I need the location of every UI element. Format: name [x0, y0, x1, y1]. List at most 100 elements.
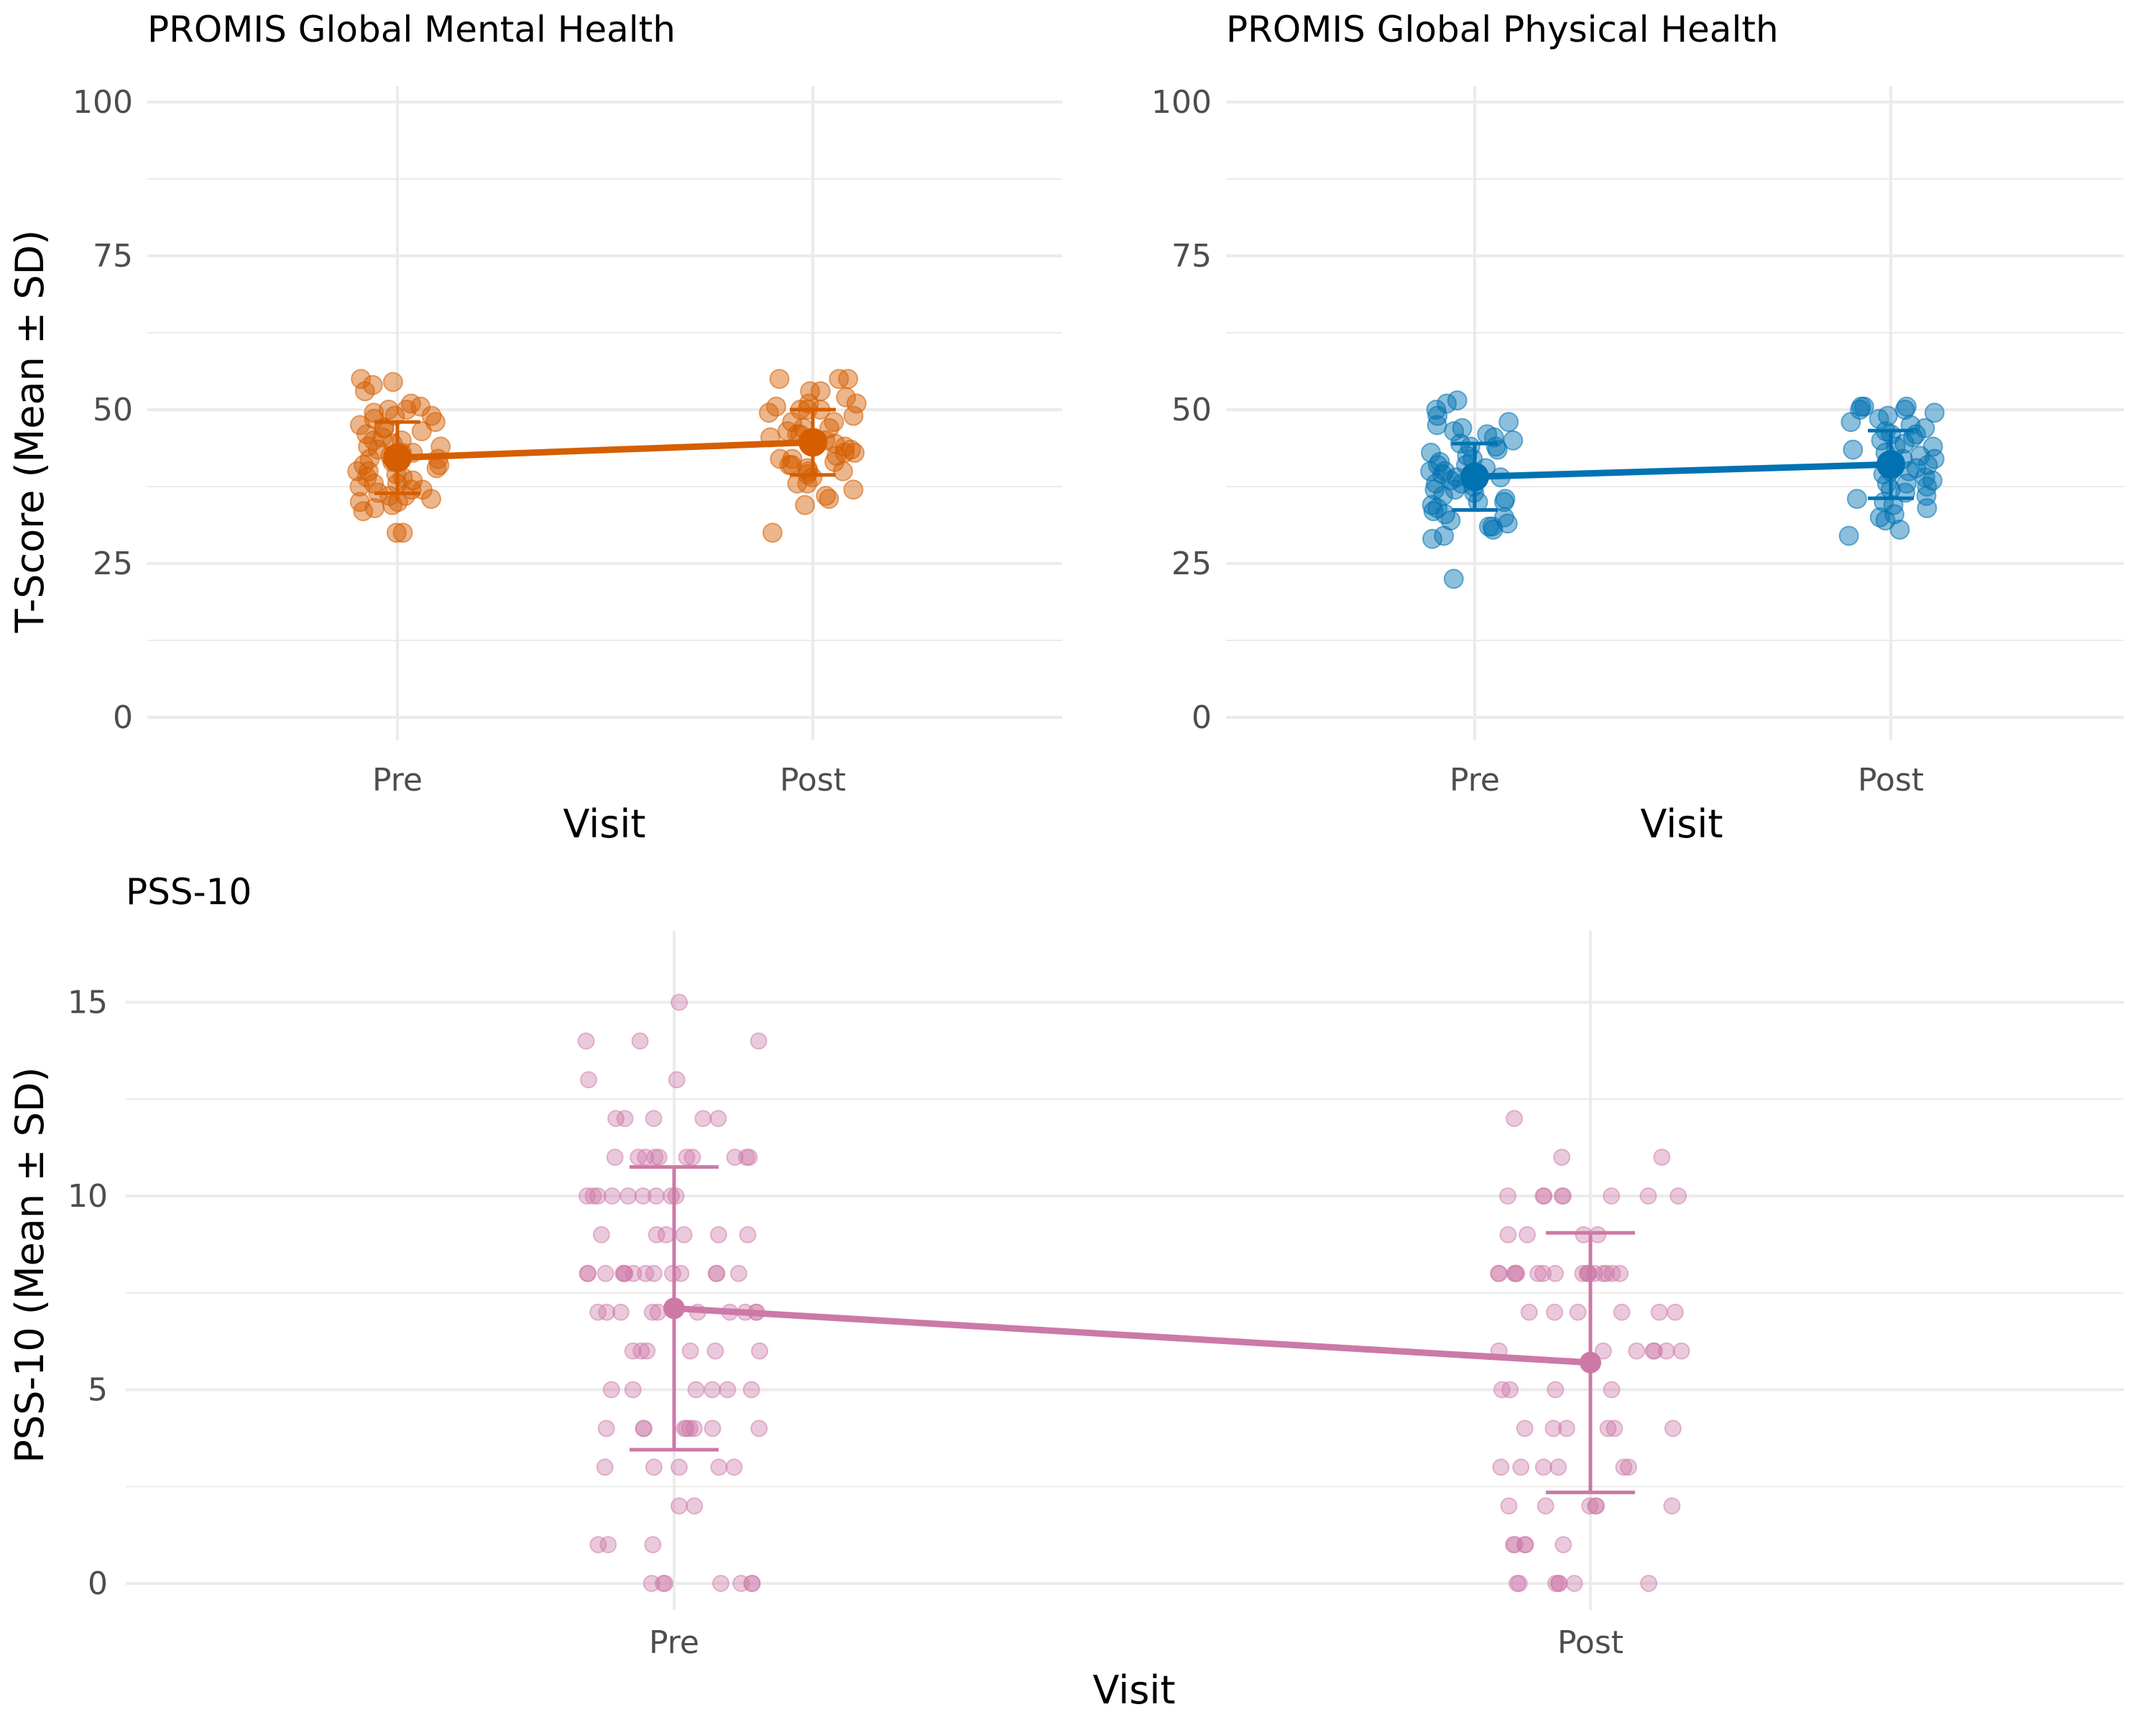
data-point [678, 1149, 696, 1167]
data-point [603, 1187, 621, 1205]
data-point [362, 374, 383, 395]
y-tick-label: 5 [88, 1372, 108, 1409]
y-tick-label: 75 [93, 238, 133, 275]
y-tick-label: 100 [1151, 84, 1212, 121]
data-point [1639, 1187, 1657, 1205]
mean-line [671, 1305, 1594, 1366]
data-point [382, 372, 403, 392]
mean-point [383, 443, 412, 472]
data-point [1603, 1264, 1621, 1282]
data-point [645, 1458, 663, 1476]
data-point [800, 381, 821, 402]
data-point [648, 1225, 665, 1243]
data-point [675, 1225, 693, 1243]
data-point [619, 1187, 637, 1205]
y-tick-labels: 0 25 50 75 100 [73, 84, 133, 736]
y-tick-label: 75 [1171, 238, 1212, 275]
data-point [1581, 1497, 1599, 1515]
data-point [711, 1575, 729, 1592]
data-point [1664, 1420, 1682, 1438]
data-point [596, 1264, 614, 1282]
grid [1226, 86, 2124, 740]
data-point [1587, 1497, 1605, 1515]
data-point [378, 400, 399, 420]
data-point [579, 1264, 596, 1282]
data-point [769, 369, 790, 390]
data-point [709, 1225, 727, 1243]
grid [126, 931, 2124, 1610]
data-point [1599, 1420, 1617, 1438]
data-point [708, 1264, 726, 1282]
data-point [411, 420, 432, 441]
data-point [364, 402, 384, 423]
data-point [710, 1458, 728, 1476]
data-point [729, 1264, 747, 1282]
data-point [1534, 1458, 1552, 1476]
data-point [1646, 1342, 1664, 1360]
data-point [846, 393, 867, 414]
data-point [732, 1575, 750, 1592]
x-tick-pre: Pre [1450, 762, 1500, 799]
data-point [579, 1187, 596, 1205]
data-point [644, 1536, 662, 1554]
data-point [638, 1342, 656, 1360]
data-point [612, 1303, 630, 1321]
data-point [1589, 1225, 1607, 1243]
data-point [379, 485, 400, 506]
data-point [750, 1342, 768, 1360]
data-point [1669, 1187, 1687, 1205]
data-point [606, 1149, 624, 1167]
data-point [599, 1536, 617, 1554]
data-point [1490, 1264, 1508, 1282]
data-point [706, 1342, 724, 1360]
data-point [647, 1187, 665, 1205]
panel-title: PROMIS Global Mental Health [147, 9, 676, 50]
data-point [816, 485, 837, 506]
y-tick-label: 50 [1171, 392, 1212, 428]
y-tick-labels: 0 25 50 75 100 [1151, 84, 1212, 736]
data-point [580, 1071, 598, 1089]
y-tick-label: 15 [68, 985, 108, 1021]
data-point [1452, 418, 1473, 438]
x-tick-pre: Pre [372, 762, 423, 799]
y-tick-label: 0 [88, 1565, 108, 1602]
data-point [631, 1032, 649, 1050]
data-point [1497, 513, 1518, 534]
panel-mental-health: PROMIS Global Mental Health 0 25 50 75 100 P… [7, 9, 1062, 847]
data-point [1853, 396, 1874, 417]
data-point [719, 1381, 737, 1399]
data-point [1447, 390, 1468, 411]
x-tick-labels: Pre Post [1450, 762, 1924, 799]
data-point [1672, 1342, 1690, 1360]
data-point [1922, 436, 1943, 457]
data-point [596, 1458, 614, 1476]
data-point [1603, 1187, 1621, 1205]
data-point [1516, 1420, 1534, 1438]
data-point [1663, 1497, 1681, 1515]
data-point [634, 1187, 652, 1205]
x-axis-label: Visit [1092, 1668, 1175, 1713]
data-point [625, 1264, 642, 1282]
data-point [1501, 1381, 1519, 1399]
data-point [1499, 1225, 1517, 1243]
data-point [824, 412, 844, 433]
data-point [843, 405, 864, 426]
data-point [782, 448, 803, 469]
data-point [1640, 1575, 1658, 1592]
data-point [392, 523, 413, 543]
x-tick-pre: Pre [649, 1624, 699, 1661]
data-point [1544, 1420, 1562, 1438]
data-point [1553, 1187, 1571, 1205]
data-point [635, 1420, 653, 1438]
data-point [1549, 1458, 1567, 1476]
data-point [616, 1110, 634, 1128]
data-point [624, 1381, 642, 1399]
data-point [686, 1497, 704, 1515]
data-point [386, 523, 407, 543]
data-point [1477, 424, 1498, 445]
panel-title: PROMIS Global Physical Health [1226, 9, 1779, 50]
data-point [1569, 1303, 1587, 1321]
data-point [1492, 1458, 1510, 1476]
y-axis-label: PSS-10 (Mean ± SD) [7, 1067, 52, 1463]
data-point [425, 412, 446, 433]
